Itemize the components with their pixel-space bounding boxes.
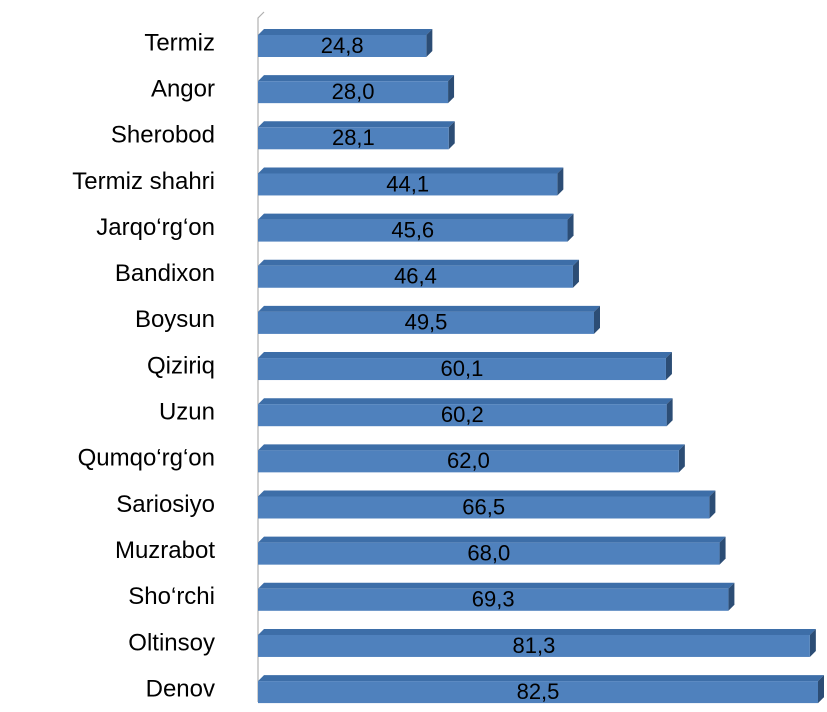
- bar: [258, 311, 594, 334]
- bar-side: [709, 490, 716, 519]
- bar-side: [665, 352, 672, 381]
- bar-side: [728, 582, 735, 611]
- bar-top: [258, 490, 716, 497]
- category-label: Jarqo‘rg‘on: [96, 214, 215, 241]
- bar: [258, 173, 558, 196]
- category-label: Termiz: [144, 29, 215, 56]
- value-label: 69,3: [472, 587, 515, 612]
- value-label: 28,1: [332, 125, 375, 150]
- bar-side: [818, 675, 824, 704]
- bar: [258, 681, 818, 704]
- bar-side: [594, 305, 600, 334]
- category-label: Angor: [151, 75, 215, 102]
- value-label: 62,0: [447, 448, 490, 473]
- category-label: Sho‘rchi: [128, 583, 215, 610]
- bar-top: [258, 167, 564, 174]
- value-label: 28,0: [332, 79, 375, 104]
- bar: [258, 496, 710, 519]
- bar-top: [258, 398, 673, 405]
- value-label: 49,5: [405, 310, 448, 335]
- bar: [258, 542, 720, 565]
- bar-top: [258, 29, 433, 35]
- chart-wall: [257, 11, 265, 702]
- bar-top: [258, 628, 816, 635]
- value-label: 44,1: [386, 171, 429, 196]
- bar-top: [258, 213, 574, 220]
- bar-top: [258, 352, 672, 359]
- value-label: 66,5: [462, 494, 505, 519]
- bar-side: [567, 213, 574, 242]
- bar: [258, 219, 568, 242]
- bar-top: [258, 582, 735, 589]
- value-label: 60,1: [441, 356, 484, 381]
- value-label: 46,4: [394, 264, 437, 289]
- value-label: 60,2: [441, 402, 484, 427]
- bar-top: [258, 536, 726, 543]
- bar: [258, 81, 449, 104]
- bar-top: [258, 675, 824, 682]
- category-label: Bandixon: [115, 260, 215, 287]
- value-label: 68,0: [467, 540, 510, 565]
- bar-side: [666, 398, 673, 427]
- value-label: 81,3: [513, 633, 556, 658]
- category-label: Qumqo‘rg‘on: [78, 445, 215, 472]
- category-label: Sherobod: [111, 122, 215, 149]
- bar-top: [258, 121, 455, 128]
- category-label: Muzrabot: [115, 537, 215, 564]
- bar-side: [719, 536, 726, 565]
- bar-side: [572, 259, 579, 288]
- bar: [258, 35, 427, 57]
- bar-side: [557, 167, 564, 196]
- category-label: Qiziriq: [147, 352, 215, 379]
- category-label: Sariosiyo: [116, 491, 215, 518]
- bar-top: [258, 75, 455, 82]
- category-label: Termiz shahri: [72, 168, 215, 195]
- bar: [258, 127, 449, 150]
- bar-side: [448, 75, 455, 104]
- bar: [258, 404, 667, 427]
- value-label: 82,5: [517, 679, 560, 704]
- bar: [258, 588, 729, 611]
- bar-side: [678, 444, 685, 473]
- category-label: Boysun: [135, 306, 215, 333]
- category-label: Uzun: [159, 399, 215, 426]
- bar-side: [809, 628, 816, 657]
- bar-top: [258, 259, 579, 266]
- bar: [258, 634, 810, 657]
- bar-top: [258, 305, 600, 312]
- category-label: Oltinsoy: [128, 629, 215, 656]
- bar: [258, 265, 573, 288]
- bar-side: [448, 121, 455, 150]
- bar-top: [258, 444, 685, 451]
- category-label: Denov: [146, 675, 215, 702]
- bar: [258, 450, 679, 473]
- value-label: 45,6: [391, 217, 434, 242]
- bar-side: [426, 29, 433, 57]
- value-label: 24,8: [321, 33, 364, 58]
- bar: [258, 358, 666, 381]
